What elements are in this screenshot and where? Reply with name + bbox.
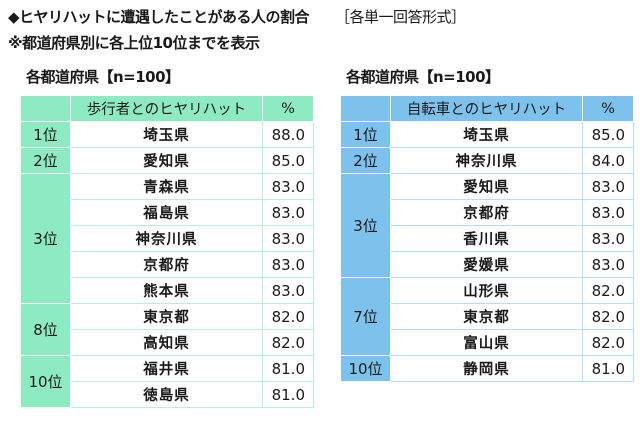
percent-cell: 83.0 <box>582 199 634 226</box>
prefecture-cell: 徳島県 <box>70 381 263 408</box>
table-row: 3位 愛知県 83.0 <box>340 173 634 278</box>
table-header-row: 歩行者とのヒヤリハット % <box>20 95 314 122</box>
table-row: 福島県 83.0 <box>21 199 314 226</box>
rank-cell: 8位 <box>20 303 71 356</box>
table-row: 8位 東京都 82.0 <box>20 303 314 356</box>
percent-cell: 85.0 <box>262 147 314 174</box>
table-row: 京都府 83.0 <box>21 251 314 278</box>
table-row: 1位 埼玉県 88.0 <box>20 121 314 148</box>
percent-cell: 83.0 <box>262 251 314 278</box>
pct-header: % <box>262 95 314 122</box>
prefecture-cell: 富山県 <box>390 329 583 356</box>
percent-cell: 82.0 <box>582 329 634 356</box>
rank-cell: 3位 <box>20 173 71 304</box>
pedestrian-subhead: 各都道府県【n=100】 <box>26 68 180 86</box>
percent-cell: 85.0 <box>582 121 634 148</box>
prefecture-cell: 神奈川県 <box>390 147 583 174</box>
prefecture-cell: 高知県 <box>70 329 263 356</box>
percent-cell: 81.0 <box>262 381 314 408</box>
table-row: 熊本県 83.0 <box>21 277 314 304</box>
prefecture-cell: 愛媛県 <box>390 251 583 278</box>
table-row: 徳島県 81.0 <box>21 381 314 408</box>
prefecture-cell: 静岡県 <box>390 355 583 382</box>
table-row: 京都府 83.0 <box>341 199 634 226</box>
prefecture-cell: 福島県 <box>70 199 263 226</box>
percent-cell: 81.0 <box>262 355 314 382</box>
title-text: ◆ヒヤリハットに遭遇したことがある人の割合 <box>8 8 310 26</box>
prefecture-cell: 埼玉県 <box>70 121 263 148</box>
percent-cell: 84.0 <box>582 147 634 174</box>
prefecture-cell: 京都府 <box>390 199 583 226</box>
rank-cell: 3位 <box>340 173 391 278</box>
table-row: 10位 福井県 81.0 <box>20 355 314 408</box>
prefecture-cell: 神奈川県 <box>70 225 263 252</box>
name-header: 自転車とのヒヤリハット <box>390 95 583 122</box>
table-row: 2位 愛知県 85.0 <box>20 147 314 174</box>
percent-cell: 83.0 <box>262 225 314 252</box>
table-row: 高知県 82.0 <box>21 329 314 356</box>
answer-format: ［各単一回答形式］ <box>335 8 466 26</box>
percent-cell: 83.0 <box>582 225 634 252</box>
prefecture-cell: 福井県 <box>70 355 263 382</box>
prefecture-cell: 東京都 <box>70 303 263 330</box>
bicycle-table: 自転車とのヒヤリハット % 1位 埼玉県 85.0 2位 神奈川県 84.0 3位 愛知県 83… <box>340 95 634 382</box>
table-row: 2位 神奈川県 84.0 <box>340 147 634 174</box>
percent-cell: 83.0 <box>582 173 634 200</box>
table-row: 愛媛県 83.0 <box>341 251 634 278</box>
table-row: 10位 静岡県 81.0 <box>340 355 634 382</box>
prefecture-cell: 山形県 <box>390 277 583 304</box>
table-header-row: 自転車とのヒヤリハット % <box>340 95 634 122</box>
rank-cell: 1位 <box>340 121 391 148</box>
percent-cell: 88.0 <box>262 121 314 148</box>
prefecture-cell: 熊本県 <box>70 277 263 304</box>
prefecture-cell: 京都府 <box>70 251 263 278</box>
name-header: 歩行者とのヒヤリハット <box>70 95 263 122</box>
prefecture-cell: 東京都 <box>390 303 583 330</box>
rank-cell: 1位 <box>20 121 71 148</box>
percent-cell: 83.0 <box>262 199 314 226</box>
rank-cell: 10位 <box>20 355 71 408</box>
rank-cell: 10位 <box>340 355 391 382</box>
prefecture-cell: 愛知県 <box>390 173 583 200</box>
percent-cell: 83.0 <box>262 173 314 200</box>
rank-cell: 2位 <box>20 147 71 174</box>
table-row: 富山県 82.0 <box>341 329 634 356</box>
percent-cell: 83.0 <box>582 251 634 278</box>
table-row: 香川県 83.0 <box>341 225 634 252</box>
table-row: 3位 青森県 83.0 <box>20 173 314 304</box>
percent-cell: 82.0 <box>262 329 314 356</box>
percent-cell: 82.0 <box>582 303 634 330</box>
note: ※都道府県別に各上位10位までを表示 <box>8 34 260 52</box>
percent-cell: 83.0 <box>262 277 314 304</box>
page-title: ◆ヒヤリハットに遭遇したことがある人の割合 ［各単一回答形式］ <box>8 6 466 27</box>
prefecture-cell: 埼玉県 <box>390 121 583 148</box>
rank-cell: 7位 <box>340 277 391 356</box>
table-row: 7位 山形県 82.0 <box>340 277 634 356</box>
prefecture-cell: 香川県 <box>390 225 583 252</box>
table-row: 1位 埼玉県 85.0 <box>340 121 634 148</box>
percent-cell: 82.0 <box>582 277 634 304</box>
bicycle-subhead: 各都道府県【n=100】 <box>346 68 500 86</box>
percent-cell: 82.0 <box>262 303 314 330</box>
prefecture-cell: 青森県 <box>70 173 263 200</box>
rank-cell: 2位 <box>340 147 391 174</box>
pedestrian-table: 歩行者とのヒヤリハット % 1位 埼玉県 88.0 2位 愛知県 85.0 3位 青森県 83.… <box>20 95 314 408</box>
percent-cell: 81.0 <box>582 355 634 382</box>
rank-header <box>340 95 391 122</box>
pct-header: % <box>582 95 634 122</box>
prefecture-cell: 愛知県 <box>70 147 263 174</box>
rank-header <box>20 95 71 122</box>
